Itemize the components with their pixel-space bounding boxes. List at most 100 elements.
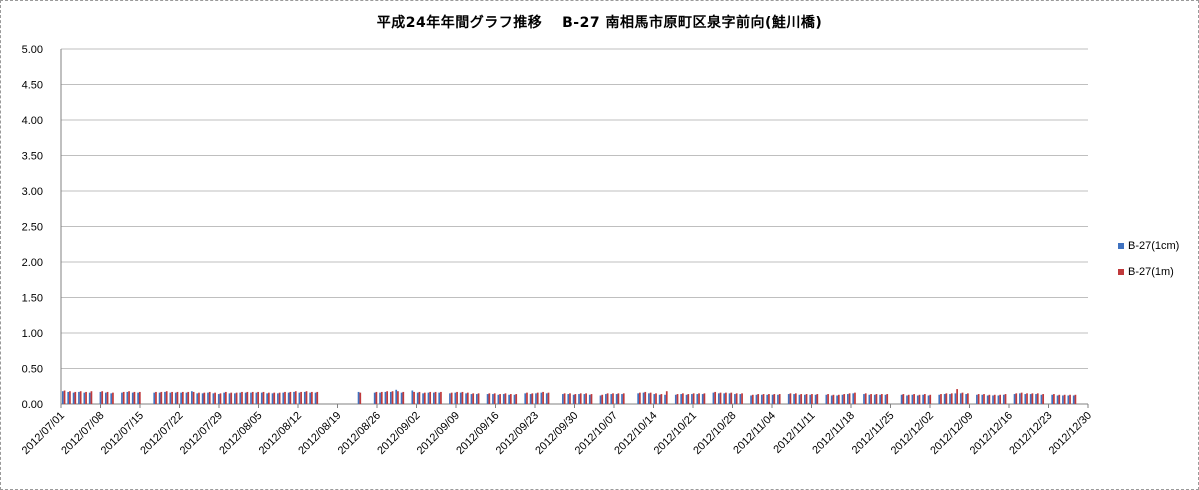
bar-1cm xyxy=(72,392,75,404)
bar-1m xyxy=(289,391,292,404)
bar-1m xyxy=(875,394,878,404)
bar-1cm xyxy=(938,394,941,404)
bar-1m xyxy=(1031,393,1034,404)
bar-1cm xyxy=(873,394,876,404)
bar-1m xyxy=(230,392,233,404)
bar-1m xyxy=(945,393,948,404)
bar-1cm xyxy=(422,393,424,404)
bar-1cm xyxy=(863,394,865,404)
y-tick-label: 1.50 xyxy=(22,293,43,305)
bar-1m xyxy=(703,393,706,404)
bar-1m xyxy=(526,392,528,404)
bar-1m xyxy=(300,391,302,404)
bar-1m xyxy=(983,394,985,404)
bar-1m xyxy=(993,394,996,404)
bar-1m xyxy=(251,391,254,404)
bar-1m xyxy=(805,394,808,404)
bar-1m xyxy=(128,391,130,404)
bar-1m xyxy=(241,391,243,404)
legend-label-1cm: B-27(1cm) xyxy=(1128,240,1180,252)
bar-1cm xyxy=(723,393,726,404)
bar-1cm xyxy=(717,393,720,404)
legend-label-1m: B-27(1m) xyxy=(1128,266,1174,278)
bar-1cm xyxy=(217,394,220,404)
bar-1m xyxy=(375,391,378,404)
y-tick-label: 3.50 xyxy=(22,151,43,163)
bar-1cm xyxy=(309,392,312,404)
bar-1cm xyxy=(438,392,441,404)
y-tick-label: 5.00 xyxy=(22,44,43,56)
bar-1cm xyxy=(562,394,564,404)
bar-1m xyxy=(794,393,797,404)
bar-1cm xyxy=(798,394,801,404)
y-tick-label: 1.00 xyxy=(22,328,43,340)
bar-1cm xyxy=(900,394,903,404)
bar-1cm xyxy=(1019,393,1021,404)
bar-1m xyxy=(305,391,308,404)
bar-1m xyxy=(961,392,964,404)
bar-1m xyxy=(547,392,550,404)
bar-1cm xyxy=(266,393,269,404)
bar-1cm xyxy=(642,392,645,404)
bar-1m xyxy=(477,393,480,404)
bar-1m xyxy=(397,391,399,404)
bar-1m xyxy=(676,394,679,404)
bar-1cm xyxy=(67,391,70,404)
y-tick-label: 4.00 xyxy=(22,115,43,127)
bar-1m xyxy=(735,393,738,404)
bar-1cm xyxy=(965,394,968,404)
bar-1m xyxy=(999,394,1001,404)
bar-1m xyxy=(112,392,114,404)
bar-1cm xyxy=(658,394,661,404)
bar-1cm xyxy=(615,394,618,404)
bar-1m xyxy=(837,394,840,404)
bar-1cm xyxy=(588,394,591,404)
bar-1m xyxy=(386,391,389,404)
bar-1m xyxy=(122,391,125,404)
bar-1cm xyxy=(373,392,376,404)
bar-1m xyxy=(246,391,249,404)
bar-1cm xyxy=(922,394,924,404)
bar-1cm xyxy=(174,392,177,404)
bar-1m xyxy=(268,392,270,404)
bar-1m xyxy=(1042,394,1045,404)
bar-1cm xyxy=(793,394,795,404)
bar-1cm xyxy=(449,393,451,404)
bar-1cm xyxy=(1029,394,1032,404)
bar-1m xyxy=(90,391,93,404)
bar-1m xyxy=(214,392,216,404)
bar-1m xyxy=(574,394,577,404)
bar-1m xyxy=(413,391,415,404)
bar-1cm xyxy=(1072,395,1075,404)
bar-1m xyxy=(902,394,905,404)
bar-1cm xyxy=(260,392,263,404)
bar-1m xyxy=(1063,394,1066,404)
bar-1cm xyxy=(99,391,102,404)
bar-1cm xyxy=(621,394,623,404)
bar-1m xyxy=(719,392,722,404)
legend-swatch-1cm xyxy=(1118,243,1124,249)
bar-1cm xyxy=(712,392,715,404)
bar-1m xyxy=(499,394,501,404)
bar-1cm xyxy=(739,394,742,404)
bar-1cm xyxy=(976,394,978,404)
bar-1m xyxy=(579,393,582,404)
bar-1cm xyxy=(674,394,677,404)
bar-1cm xyxy=(787,394,790,404)
bar-1cm xyxy=(841,394,844,404)
bar-1cm xyxy=(475,394,478,404)
bar-1m xyxy=(687,394,690,404)
bar-1m xyxy=(133,391,136,404)
bar-1cm xyxy=(88,392,91,404)
bar-1cm xyxy=(164,391,166,404)
bar-1cm xyxy=(847,394,849,404)
bar-1m xyxy=(429,391,432,404)
bar-1m xyxy=(639,392,641,404)
bar-1cm xyxy=(535,393,537,404)
bar-1cm xyxy=(605,394,607,404)
bar-1cm xyxy=(497,394,500,404)
bar-1cm xyxy=(427,392,430,404)
bar-1m xyxy=(854,392,856,404)
bar-1cm xyxy=(583,394,586,404)
